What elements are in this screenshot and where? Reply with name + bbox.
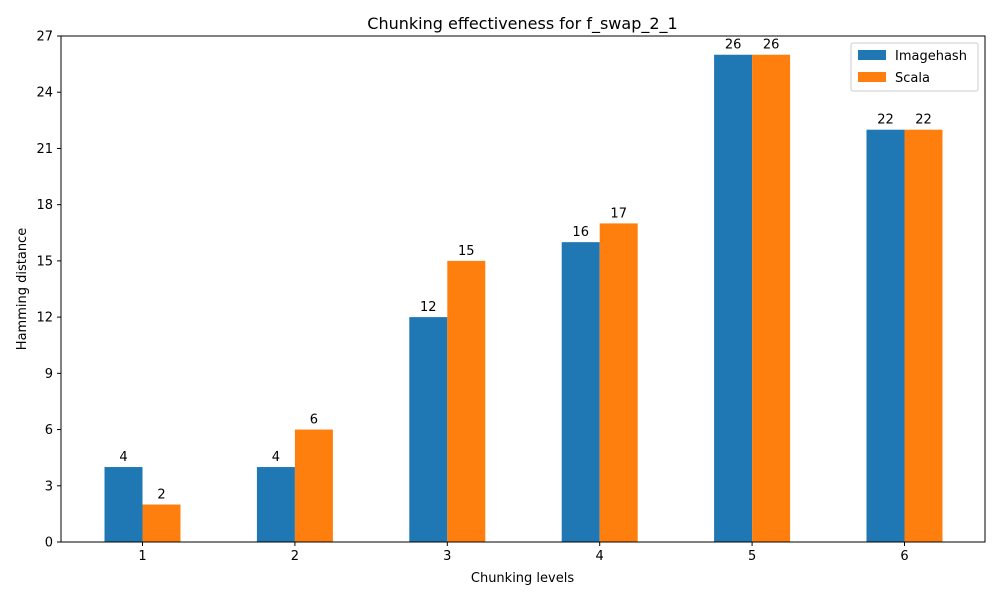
x-tick-label: 6 — [900, 549, 908, 564]
bar-imagehash-2 — [256, 467, 295, 542]
legend: Imagehash Scala — [850, 42, 979, 92]
data-label-imagehash-5: 26 — [725, 38, 742, 53]
legend-swatch-imagehash — [858, 50, 886, 60]
y-tick-label: 9 — [45, 367, 53, 382]
y-tick-label: 3 — [45, 479, 53, 494]
bar-scala-4 — [599, 223, 638, 542]
bar-imagehash-5 — [714, 54, 753, 542]
plot-frame — [60, 35, 986, 543]
data-label-scala-6: 22 — [915, 113, 932, 128]
data-label-imagehash-6: 22 — [877, 113, 894, 128]
x-tick-label: 4 — [596, 549, 604, 564]
y-tick-label: 21 — [36, 142, 53, 157]
data-label-imagehash-3: 12 — [420, 300, 437, 315]
data-label-imagehash-4: 16 — [572, 225, 589, 240]
data-labels-layer: 4 2 4 6 12 15 16 17 26 26 22 22 — [119, 38, 931, 503]
x-axis: 1 2 3 4 5 6 — [138, 542, 909, 564]
legend-label-imagehash: Imagehash — [895, 49, 967, 64]
y-tick-label: 27 — [36, 30, 53, 45]
bars-layer — [104, 54, 943, 543]
y-tick-label: 12 — [36, 311, 53, 326]
legend-swatch-scala — [858, 72, 886, 82]
x-axis-title: Chunking levels — [471, 571, 574, 586]
bar-imagehash-1 — [104, 467, 143, 542]
x-tick-label: 3 — [443, 549, 451, 564]
y-tick-label: 15 — [36, 254, 53, 269]
bar-scala-5 — [752, 54, 791, 542]
data-label-imagehash-2: 4 — [272, 450, 280, 465]
bar-imagehash-3 — [409, 317, 448, 542]
bar-scala-6 — [904, 129, 943, 542]
data-label-imagehash-1: 4 — [119, 450, 127, 465]
y-axis: 0 3 6 9 12 15 18 21 24 27 — [36, 30, 61, 551]
y-axis-title: Hamming distance — [15, 228, 30, 350]
x-tick-label: 5 — [748, 549, 756, 564]
legend-label-scala: Scala — [895, 71, 930, 86]
y-tick-label: 18 — [36, 198, 53, 213]
data-label-scala-5: 26 — [763, 38, 780, 53]
bar-imagehash-4 — [561, 242, 600, 543]
data-label-scala-1: 2 — [157, 488, 165, 503]
y-tick-label: 0 — [45, 536, 53, 551]
x-tick-label: 1 — [138, 549, 146, 564]
bar-imagehash-6 — [866, 129, 905, 542]
bar-scala-3 — [447, 260, 486, 542]
y-tick-label: 6 — [45, 423, 53, 438]
data-label-scala-3: 15 — [458, 244, 475, 259]
chart-title: Chunking effectiveness for f_swap_2_1 — [367, 14, 677, 34]
data-label-scala-4: 17 — [610, 206, 627, 221]
bar-scala-1 — [142, 504, 181, 542]
x-tick-label: 2 — [291, 549, 299, 564]
bar-scala-2 — [294, 429, 333, 542]
y-tick-label: 24 — [36, 86, 53, 101]
data-label-scala-2: 6 — [310, 413, 318, 428]
